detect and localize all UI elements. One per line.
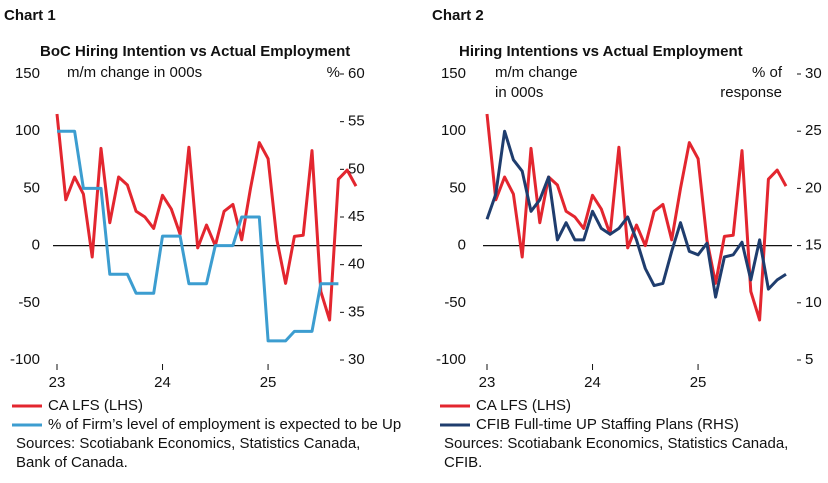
y-tick-label: 50 xyxy=(449,179,466,196)
legend-label: % of Firm’s level of employment is expec… xyxy=(48,416,401,433)
y2-tick-label: 20 xyxy=(805,179,822,196)
y-tick-label: -50 xyxy=(18,294,40,311)
source-note: Sources: Scotiabank Economics, Statistic… xyxy=(444,435,788,452)
x-tick-label: 24 xyxy=(584,374,601,391)
y2-tick-label: 55 xyxy=(348,113,365,130)
chart-title: Hiring Intentions vs Actual Employment xyxy=(459,43,743,60)
series-line xyxy=(485,129,787,299)
chart-label: Chart 1 xyxy=(4,7,56,24)
y-tick-label: 150 xyxy=(441,65,466,82)
y2-tick-label: 40 xyxy=(348,256,365,273)
legend-label: CFIB Full-time UP Staffing Plans (RHS) xyxy=(476,416,739,433)
y2-tick-label: 10 xyxy=(805,294,822,311)
chart-title: BoC Hiring Intention vs Actual Employmen… xyxy=(40,43,350,60)
x-tick-label: 23 xyxy=(49,374,66,391)
legend-label: CA LFS (LHS) xyxy=(476,397,571,414)
x-tick-label: 24 xyxy=(154,374,171,391)
chart-label: Chart 2 xyxy=(432,7,484,24)
y-tick-label: 0 xyxy=(32,237,40,254)
y2-axis-label: % of xyxy=(752,64,783,81)
y2-tick-label: 60 xyxy=(348,65,365,82)
y2-tick-label: 30 xyxy=(805,65,822,82)
y2-tick-label: 35 xyxy=(348,303,365,320)
y-axis-label: m/m change xyxy=(495,64,578,81)
series-line xyxy=(57,129,339,343)
y-tick-label: -100 xyxy=(436,351,466,368)
y2-tick-label: 30 xyxy=(348,351,365,368)
y-tick-label: 50 xyxy=(23,179,40,196)
y-tick-label: -50 xyxy=(444,294,466,311)
y-tick-label: 150 xyxy=(15,65,40,82)
y-axis-label: m/m change in 000s xyxy=(67,64,202,81)
y-tick-label: 100 xyxy=(441,122,466,139)
y2-axis-label: % xyxy=(327,64,340,81)
y-axis-label: in 000s xyxy=(495,84,543,101)
y2-tick-label: 5 xyxy=(805,351,813,368)
x-tick-label: 23 xyxy=(479,374,496,391)
y2-tick-label: 25 xyxy=(805,122,822,139)
y-tick-label: -100 xyxy=(10,351,40,368)
y2-tick-label: 50 xyxy=(348,160,365,177)
x-tick-label: 25 xyxy=(260,374,277,391)
y-tick-label: 0 xyxy=(458,237,466,254)
source-note: Sources: Scotiabank Economics, Statistic… xyxy=(16,435,360,452)
y2-tick-label: 15 xyxy=(805,237,822,254)
y2-tick-label: 45 xyxy=(348,208,365,225)
y2-axis-label: response xyxy=(720,84,782,101)
series-line xyxy=(55,113,358,322)
x-tick-label: 25 xyxy=(690,374,707,391)
series-line xyxy=(485,113,788,322)
source-note: Bank of Canada. xyxy=(16,454,128,471)
source-note: CFIB. xyxy=(444,454,482,471)
legend-label: CA LFS (LHS) xyxy=(48,397,143,414)
y-tick-label: 100 xyxy=(15,122,40,139)
